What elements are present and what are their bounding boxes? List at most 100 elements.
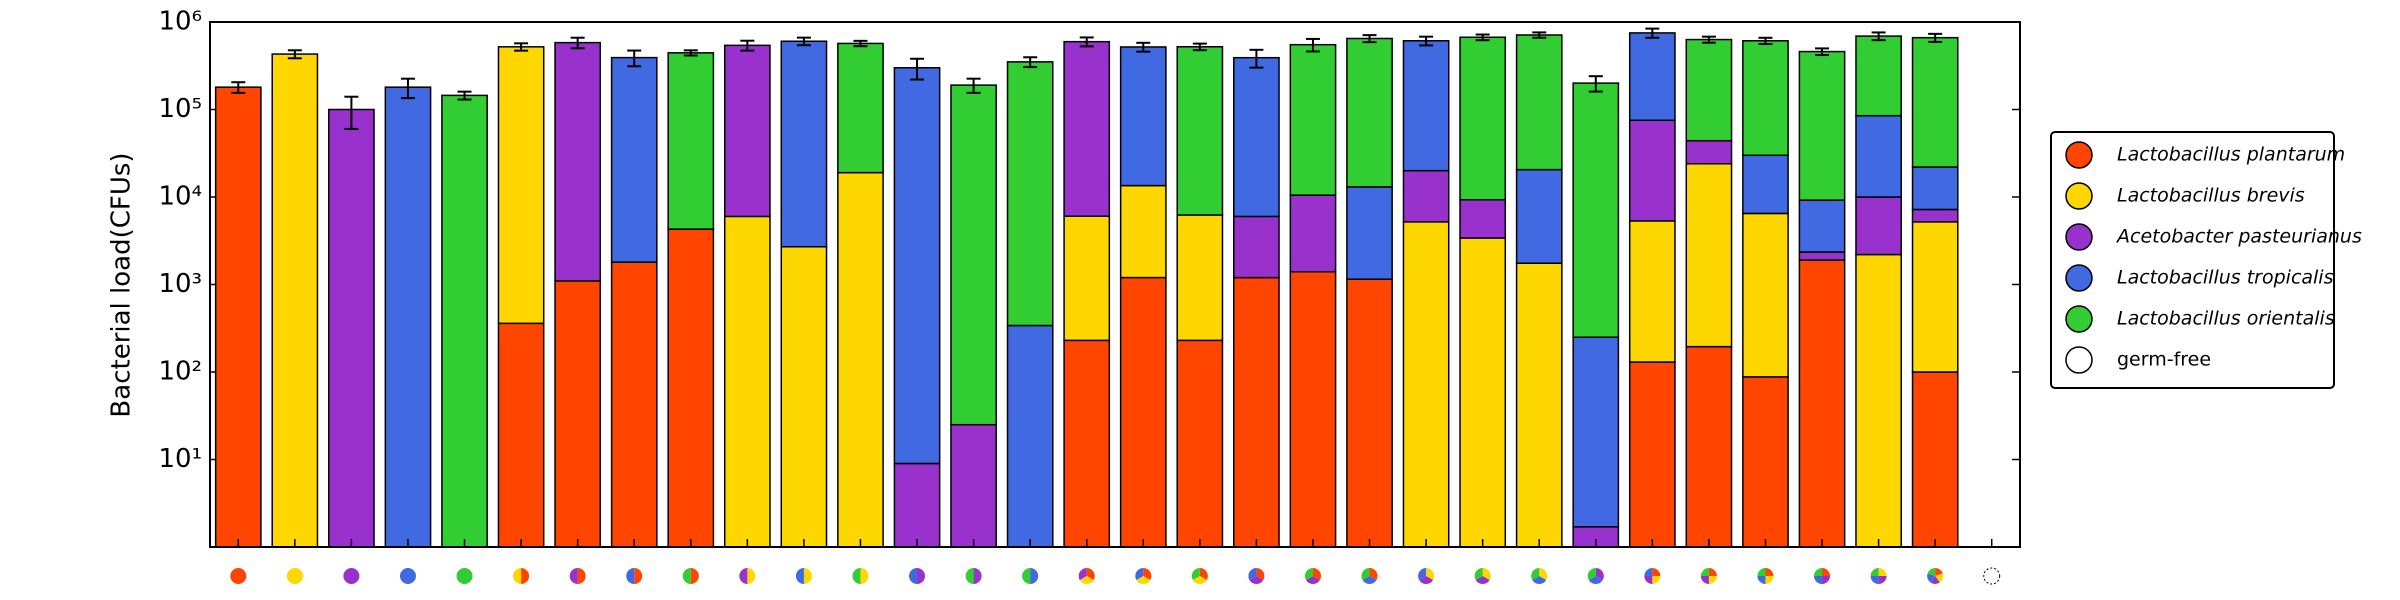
composition-slice [1587, 568, 1596, 580]
bar-segment [1911, 371, 1959, 548]
bar-segment [441, 94, 488, 548]
composition-slice [1369, 568, 1378, 580]
bar-segment [1628, 32, 1676, 122]
bar-segment [610, 56, 658, 263]
composition-slice [1878, 576, 1887, 584]
bar-segment [1911, 208, 1959, 223]
bar-segment [1006, 61, 1054, 327]
composition-slice [1870, 576, 1879, 584]
composition-slice [521, 568, 530, 584]
error-bar [966, 77, 981, 94]
bar-segment [1628, 361, 1676, 548]
error-bar [1475, 33, 1490, 42]
error-bar [910, 57, 925, 81]
bar-segment [1742, 376, 1789, 548]
error-bar [1928, 32, 1943, 43]
bar-segment [1798, 251, 1846, 261]
composition-slice [1708, 576, 1717, 584]
legend-marker [2065, 264, 2093, 292]
error-bar [1136, 41, 1151, 53]
y-tick-label: 10⁴ [158, 182, 202, 212]
composition-slice [1927, 568, 1936, 576]
bar-segment [723, 215, 771, 548]
legend-label: Acetobacter pasteurianus [2115, 226, 2362, 248]
composition-slice [1878, 568, 1887, 576]
y-tick-label: 10² [158, 357, 202, 387]
composition-icon [343, 568, 360, 584]
bar-segment [1515, 168, 1563, 264]
composition-slice [973, 568, 982, 584]
bar-segment [667, 228, 715, 548]
bar-segment [1063, 215, 1111, 342]
composition-slice [1361, 568, 1370, 580]
legend-marker [2065, 182, 2093, 210]
error-bar [683, 49, 698, 57]
legend-marker [2065, 223, 2093, 251]
composition-slice [1418, 568, 1427, 580]
error-bar [1758, 36, 1773, 46]
composition-slice [1927, 573, 1936, 583]
composition-slice [1757, 576, 1766, 584]
composition-slice [1022, 568, 1031, 584]
bar-segment [1176, 46, 1224, 216]
bar-segment [893, 67, 941, 465]
composition-slice [1248, 568, 1257, 580]
error-bar [1419, 35, 1434, 47]
error-bar [1815, 47, 1830, 57]
error-bar [740, 39, 755, 52]
composition-slice [1644, 568, 1653, 576]
error-bar [287, 49, 302, 60]
y-tick-label: 10³ [158, 269, 202, 299]
composition-slice [569, 568, 578, 584]
bar-segment [1119, 46, 1167, 187]
error-bar [1249, 48, 1264, 69]
error-bar [1023, 56, 1038, 69]
bar-segment [554, 280, 602, 548]
error-bar [1079, 36, 1094, 48]
bar-segment [667, 52, 715, 230]
composition-slice [1086, 568, 1095, 580]
composition-slice [1482, 568, 1491, 580]
composition-slice [1191, 568, 1200, 580]
error-bar [1871, 31, 1886, 42]
composition-slice [1814, 576, 1823, 584]
bar-segment [1685, 38, 1733, 142]
bar-segment [723, 44, 771, 218]
composition-slice [1143, 568, 1152, 580]
composition-slice [795, 568, 804, 584]
composition-slice [860, 568, 869, 584]
bar-segment [1742, 212, 1789, 378]
legend-marker [2065, 305, 2093, 333]
bar-segment [497, 46, 545, 325]
bar-segment [1233, 215, 1280, 279]
composition-slice [1765, 568, 1774, 576]
y-axis-label: Bacterial load(CFUs) [107, 152, 137, 417]
bar-segment [1798, 199, 1846, 253]
composition-slice [1135, 568, 1144, 580]
composition-slice [1757, 568, 1766, 576]
bar-segment [271, 53, 319, 548]
bar-segment [1685, 139, 1733, 165]
composition-slice [1312, 568, 1321, 580]
composition-slice [690, 568, 699, 584]
bar-segment [1402, 40, 1450, 172]
bar-segment [1855, 196, 1902, 256]
composition-slice [1935, 568, 1943, 576]
bar-segment [610, 261, 658, 548]
bar-segment [1289, 270, 1337, 548]
composition-slice [1935, 573, 1944, 583]
plot-frame [209, 21, 2021, 548]
error-bar [570, 36, 585, 50]
composition-slice [1474, 568, 1483, 580]
composition-slice [1870, 568, 1879, 576]
bar-segment [1233, 276, 1280, 548]
bar-segment [1685, 345, 1733, 548]
bar-segment [950, 84, 997, 426]
composition-slice [1199, 568, 1208, 580]
composition-slice [577, 568, 586, 584]
composition-slice [1930, 576, 1940, 584]
bar-segment [1855, 253, 1902, 548]
error-bar [1532, 31, 1547, 39]
composition-slice [1822, 568, 1831, 576]
